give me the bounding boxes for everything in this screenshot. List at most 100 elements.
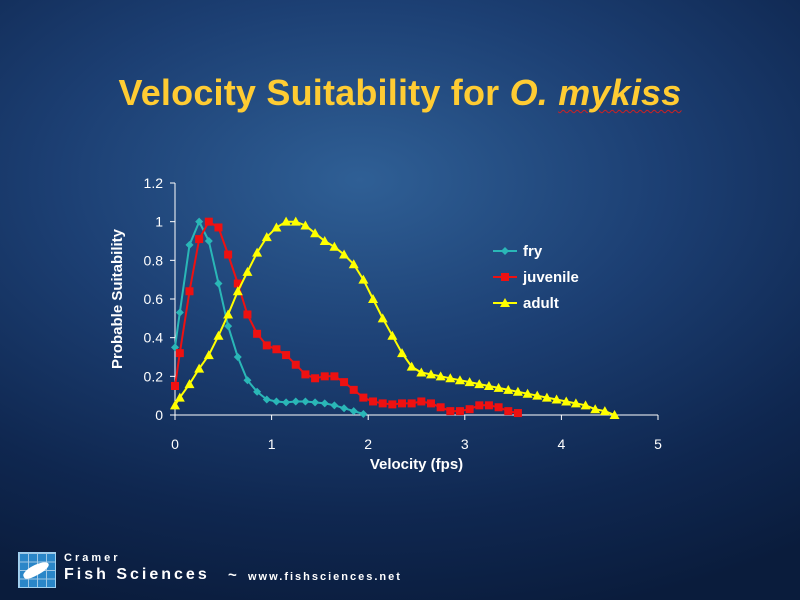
data-point-adult <box>425 369 436 379</box>
data-point-adult <box>580 400 591 410</box>
x-tick-label: 2 <box>364 436 372 452</box>
data-point-fry <box>233 353 242 361</box>
data-point-fry <box>301 397 310 406</box>
data-point-adult <box>358 274 369 284</box>
data-point-juvenile <box>494 403 503 412</box>
company-name-line2: Fish Sciences <box>64 566 210 583</box>
slide-title-species: O. mykiss <box>510 72 682 113</box>
x-tick-label: 3 <box>461 436 469 452</box>
data-point-fry <box>320 399 329 408</box>
data-point-juvenile <box>340 378 349 387</box>
data-point-fry <box>262 395 271 404</box>
data-point-adult <box>590 404 601 414</box>
data-point-adult <box>310 228 321 238</box>
data-point-juvenile <box>224 250 233 259</box>
data-point-juvenile <box>484 401 493 410</box>
data-point-adult <box>493 382 504 392</box>
data-point-adult <box>223 309 234 319</box>
legend-marker-juvenile <box>501 273 509 281</box>
slide-title: Velocity Suitability for O. mykiss <box>0 72 800 114</box>
data-point-adult <box>464 377 475 387</box>
data-point-fry <box>204 237 213 245</box>
data-point-adult <box>348 259 359 269</box>
data-point-fry <box>311 398 320 407</box>
data-point-fry <box>272 397 281 406</box>
data-point-juvenile <box>171 382 179 390</box>
y-tick-label: 0.8 <box>144 252 164 268</box>
data-point-adult <box>252 247 263 257</box>
data-point-juvenile <box>369 397 378 406</box>
data-point-adult <box>435 371 446 381</box>
data-point-adult <box>483 381 494 390</box>
company-name-line1: Cramer <box>64 552 121 564</box>
data-point-adult <box>194 363 205 373</box>
data-point-adult <box>609 410 620 419</box>
x-tick-label: 1 <box>268 436 276 452</box>
legend-label-fry: fry <box>523 243 543 260</box>
data-point-juvenile <box>465 405 474 414</box>
y-tick-label: 1 <box>155 214 163 230</box>
data-point-adult <box>570 398 581 408</box>
data-point-adult <box>184 379 195 389</box>
data-point-adult <box>300 220 311 230</box>
data-point-adult <box>377 313 388 323</box>
data-point-adult <box>522 388 533 398</box>
x-tick-label: 5 <box>654 436 662 452</box>
slide-title-species-genus: O. <box>509 72 548 113</box>
data-point-adult <box>503 384 514 394</box>
data-point-juvenile <box>378 399 387 408</box>
data-point-juvenile <box>214 223 223 232</box>
data-point-juvenile <box>175 349 184 358</box>
data-point-fry <box>359 410 368 419</box>
data-point-adult <box>329 241 340 251</box>
y-tick-label: 0.4 <box>144 330 164 346</box>
data-point-adult <box>406 361 417 371</box>
y-tick-label: 0 <box>155 407 163 423</box>
data-point-adult <box>170 400 180 410</box>
legend-label-adult: adult <box>523 295 559 312</box>
data-point-fry <box>330 401 339 410</box>
data-point-juvenile <box>204 217 213 226</box>
x-axis-label: Velocity (fps) <box>370 456 463 473</box>
legend-marker-adult <box>500 298 510 307</box>
data-point-adult <box>368 294 379 303</box>
data-point-fry <box>340 404 349 413</box>
data-point-juvenile <box>195 235 204 244</box>
data-point-fry <box>349 407 358 416</box>
data-point-juvenile <box>407 399 416 408</box>
data-point-adult <box>213 330 224 340</box>
series-line-adult <box>174 220 615 416</box>
data-point-juvenile <box>455 407 464 416</box>
data-point-adult <box>445 373 456 383</box>
data-point-fry <box>214 279 223 288</box>
slide-title-main: Velocity Suitability for <box>118 72 500 113</box>
data-point-fry <box>243 376 252 385</box>
data-point-juvenile <box>233 279 242 288</box>
data-point-juvenile <box>253 329 262 338</box>
data-point-adult <box>561 396 572 406</box>
data-point-adult <box>599 406 610 416</box>
data-point-adult <box>261 232 272 242</box>
company-url: www.fishsciences.net <box>248 571 402 583</box>
data-point-fry <box>291 397 300 406</box>
x-tick-label: 0 <box>171 436 179 452</box>
data-point-adult <box>416 367 427 377</box>
slide-title-species-name: mykiss <box>558 72 682 113</box>
data-point-juvenile <box>417 397 426 406</box>
data-point-adult <box>174 392 185 402</box>
data-point-fry <box>175 308 184 317</box>
data-point-adult <box>397 348 408 358</box>
data-point-adult <box>474 379 485 389</box>
data-point-juvenile <box>426 399 435 408</box>
data-point-juvenile <box>272 345 281 354</box>
data-point-fry <box>282 398 291 407</box>
legend-marker-fry <box>501 247 509 255</box>
data-point-adult <box>271 222 282 232</box>
data-point-juvenile <box>262 341 271 350</box>
data-point-adult <box>532 390 543 400</box>
data-point-juvenile <box>513 409 522 418</box>
company-logo-icon <box>18 552 56 588</box>
data-point-juvenile <box>388 400 397 409</box>
x-tick-label: 4 <box>558 436 566 452</box>
